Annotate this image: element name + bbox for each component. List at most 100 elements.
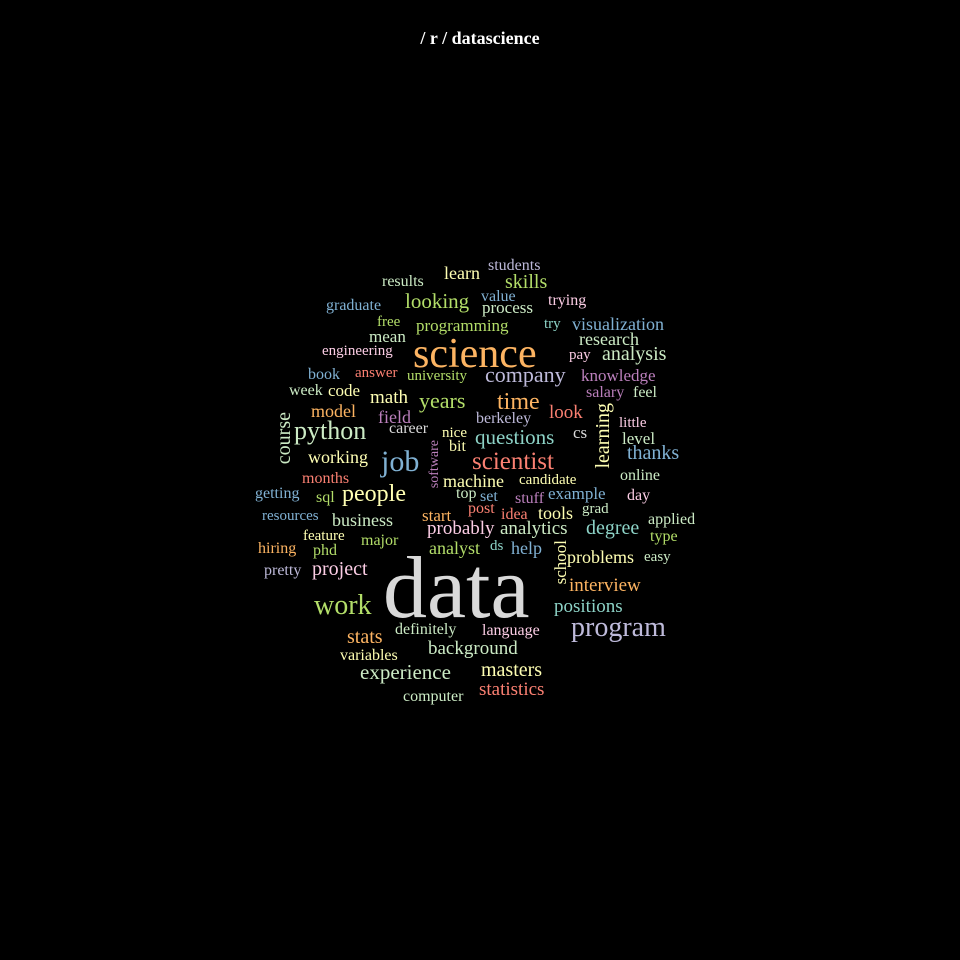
word-field: field [378, 407, 411, 427]
word-value: value [481, 288, 516, 305]
word-look: look [549, 402, 583, 423]
word-science: science [413, 331, 537, 377]
word-variables: variables [340, 647, 398, 664]
word-project: project [312, 558, 368, 580]
word-free: free [377, 314, 401, 330]
word-looking: looking [405, 289, 470, 313]
word-analysis: analysis [602, 343, 667, 365]
word-statistics: statistics [479, 679, 545, 700]
word-students: students [488, 257, 541, 274]
word-research: research [579, 329, 639, 349]
word-program: program [571, 612, 666, 643]
word-software: software [427, 440, 442, 489]
word-math: math [370, 387, 408, 408]
word-time: time [497, 389, 540, 415]
word-easy: easy [644, 549, 671, 565]
word-top: top [456, 485, 477, 502]
word-nice: nice [442, 425, 467, 441]
word-years: years [419, 388, 466, 413]
word-job: job [381, 445, 420, 478]
word-definitely: definitely [395, 621, 457, 638]
word-engineering: engineering [322, 343, 393, 359]
word-knowledge: knowledge [581, 366, 656, 385]
word-months: months [302, 470, 350, 487]
word-salary: salary [586, 384, 625, 401]
word-model: model [311, 401, 356, 421]
word-book: book [308, 366, 340, 383]
word-background: background [428, 638, 518, 659]
word-course: course [273, 412, 295, 465]
word-problems: problems [567, 547, 634, 567]
word-people: people [342, 481, 406, 507]
word-process: process [482, 298, 533, 317]
word-phd: phd [313, 542, 337, 559]
word-resources: resources [262, 508, 319, 524]
word-feel: feel [633, 384, 657, 401]
word-learn: learn [444, 263, 480, 283]
word-cs: cs [573, 423, 588, 442]
word-learning: learning [592, 403, 614, 469]
word-graduate: graduate [326, 297, 382, 314]
word-stuff: stuff [515, 490, 545, 507]
word-experience: experience [360, 660, 451, 684]
word-ds: ds [490, 538, 504, 554]
word-bit: bit [449, 438, 466, 455]
word-university: university [407, 368, 467, 384]
word-try: try [544, 316, 561, 332]
word-tools: tools [538, 503, 574, 523]
word-career: career [389, 420, 429, 437]
word-week: week [289, 382, 323, 399]
word-online: online [620, 467, 660, 484]
word-analytics: analytics [500, 518, 568, 539]
word-results: results [382, 273, 424, 290]
word-hiring: hiring [258, 540, 297, 557]
word-mean: mean [369, 327, 406, 346]
word-computer: computer [403, 688, 464, 705]
word-company: company [485, 362, 566, 387]
word-machine: machine [443, 471, 504, 491]
word-start: start [422, 506, 452, 525]
word-candidate: candidate [519, 472, 577, 488]
word-type: type [650, 528, 678, 545]
word-visualization: visualization [572, 314, 664, 334]
word-programming: programming [416, 316, 509, 335]
page-title: / r / datascience [420, 28, 540, 48]
word-idea: idea [501, 506, 528, 523]
word-probably: probably [427, 518, 495, 539]
word-skills: skills [505, 271, 548, 293]
word-trying: trying [548, 292, 587, 309]
word-questions: questions [475, 425, 555, 449]
word-major: major [361, 532, 399, 549]
word-sql: sql [316, 489, 335, 506]
word-post: post [468, 500, 495, 517]
word-interview: interview [569, 575, 641, 596]
word-level: level [622, 429, 656, 448]
word-applied: applied [648, 511, 696, 528]
word-set: set [480, 488, 498, 505]
word-language: language [482, 622, 540, 639]
word-business: business [332, 510, 394, 530]
word-getting: getting [255, 485, 300, 502]
word-pay: pay [569, 347, 591, 363]
word-code: code [328, 381, 361, 400]
word-positions: positions [554, 596, 623, 617]
word-thanks: thanks [627, 442, 680, 464]
word-scientist: scientist [472, 448, 554, 475]
word-feature: feature [303, 528, 345, 544]
word-analyst: analyst [429, 538, 480, 558]
word-work: work [314, 590, 372, 621]
word-example: example [548, 484, 606, 503]
word-help: help [511, 538, 542, 558]
word-grad: grad [582, 501, 609, 517]
word-berkeley: berkeley [476, 410, 532, 427]
word-little: little [619, 415, 647, 431]
word-answer: answer [355, 365, 398, 381]
word-day: day [627, 487, 651, 504]
word-data: data [383, 540, 530, 637]
word-working: working [308, 447, 368, 467]
word-stats: stats [347, 626, 383, 648]
word-python: python [294, 416, 367, 445]
word-degree: degree [586, 517, 640, 539]
word-masters: masters [481, 659, 543, 681]
